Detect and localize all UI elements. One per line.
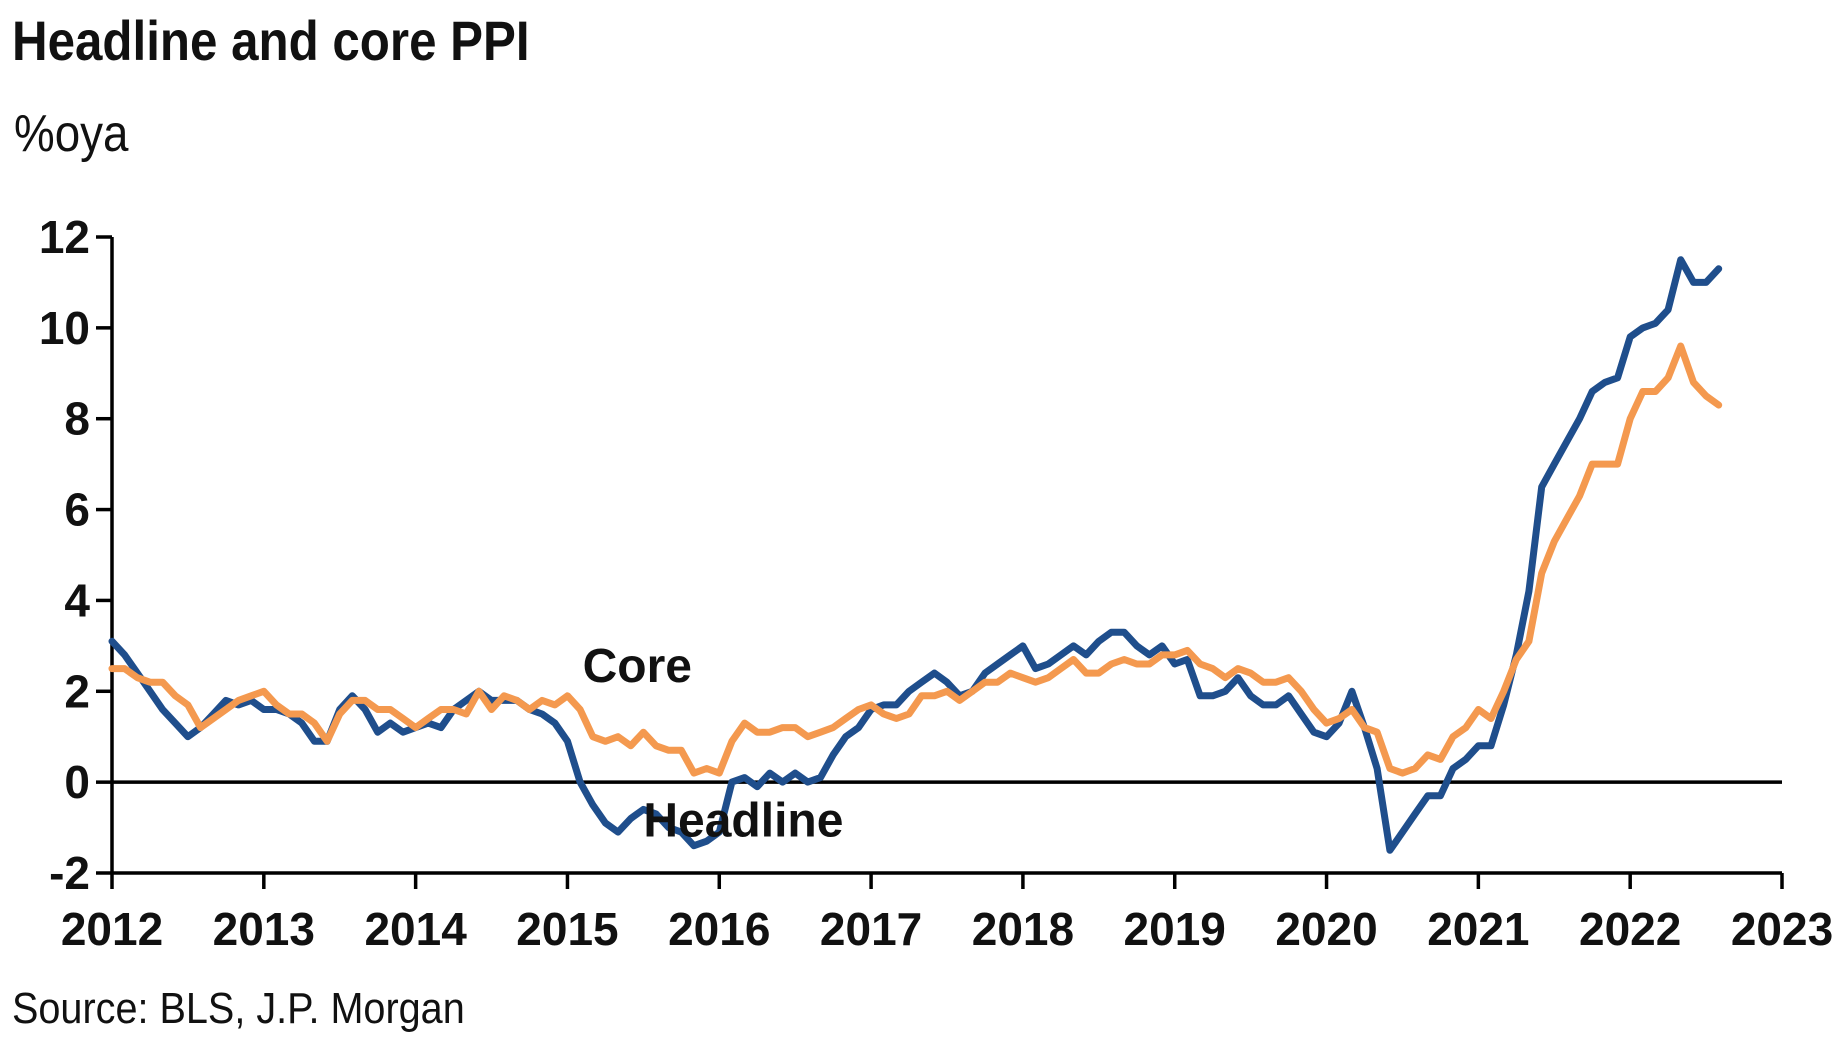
y-tick-label: 0 <box>64 756 90 808</box>
y-tick-label: -2 <box>49 847 90 899</box>
series-lines <box>108 256 1723 854</box>
x-tick-label: 2013 <box>213 903 315 955</box>
x-tick-label: 2020 <box>1275 903 1377 955</box>
series-label-core: Core <box>583 640 692 693</box>
x-tick-label: 2017 <box>820 903 922 955</box>
x-tick-label: 2019 <box>1124 903 1226 955</box>
source-note: Source: BLS, J.P. Morgan <box>12 984 465 1033</box>
x-tick-label: 2022 <box>1579 903 1681 955</box>
y-tick-label: 8 <box>64 393 90 445</box>
x-axis: 2012 2013 2014 2015 2016 2017 2018 2019 2020 2021… <box>61 780 1833 955</box>
x-tick-label: 2016 <box>668 903 770 955</box>
x-tick-label: 2023 <box>1731 903 1833 955</box>
y-tick-label: 12 <box>39 211 90 263</box>
chart-title: Headline and core PPI <box>12 9 530 72</box>
y-tick-label: 6 <box>64 484 90 536</box>
series-labels: Headline Core <box>583 640 844 847</box>
y-tick-label: 2 <box>64 665 90 717</box>
series-line-headline <box>108 256 1723 854</box>
series-label-headline: Headline <box>643 795 843 848</box>
x-tick-label: 2012 <box>61 903 163 955</box>
y-axis: -2 0 2 4 6 8 10 12 <box>39 211 114 899</box>
y-tick-label: 4 <box>64 574 90 626</box>
x-tick-label: 2015 <box>516 903 618 955</box>
series-line-core <box>108 342 1723 777</box>
y-tick-label: 10 <box>39 302 90 354</box>
y-axis-unit-label: %oya <box>14 105 129 163</box>
x-tick-label: 2021 <box>1427 903 1529 955</box>
x-tick-label: 2014 <box>364 903 467 955</box>
x-tick-label: 2018 <box>972 903 1074 955</box>
